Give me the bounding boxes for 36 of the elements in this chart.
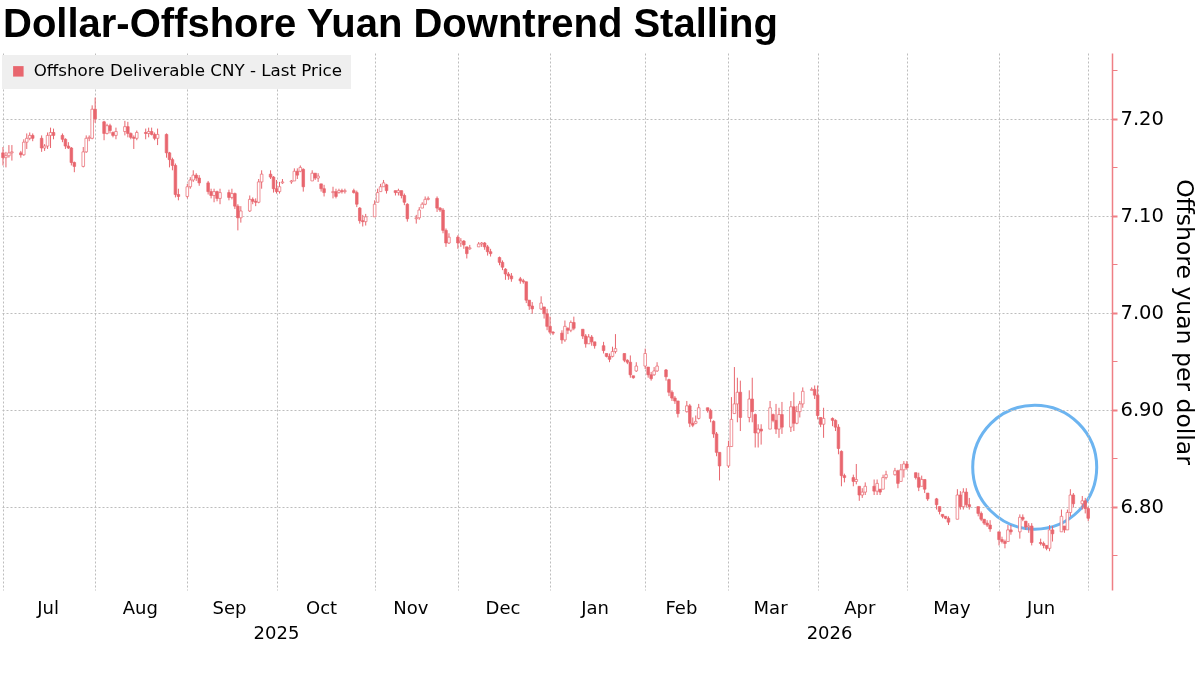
candlestick (792, 391, 796, 432)
x-tick-label: Apr (844, 596, 876, 618)
y-tick-label: 6.80 (1120, 495, 1164, 519)
x-tick-label: Dec (485, 596, 521, 618)
candlestick (795, 405, 799, 425)
candlestick (301, 167, 305, 193)
x-tick-label: Mar (753, 596, 789, 618)
candlestick (613, 333, 618, 354)
y-tick-label: 7.10 (1120, 204, 1164, 228)
candlestick (759, 423, 763, 446)
candlestick (426, 195, 430, 201)
candlestick (780, 401, 784, 435)
chart-title: Dollar-Offshore Yuan Downtrend Stalling (3, 1, 778, 45)
x-tick-label: Sep (212, 596, 247, 618)
y-tick-label: 7.00 (1120, 301, 1164, 325)
candlestick (961, 487, 965, 511)
candlestick (10, 144, 14, 162)
y-tick-label: 6.90 (1120, 398, 1164, 422)
candlestick (164, 132, 169, 159)
candlestick (343, 188, 347, 195)
candlestick (524, 281, 528, 304)
legend-label: Offshore Deliverable CNY - Last Price (33, 60, 343, 81)
x-tick-label: Aug (122, 596, 158, 618)
candlestick (456, 234, 460, 250)
x-tick-label: Oct (306, 596, 338, 618)
x-tick-label: Nov (393, 596, 429, 618)
x-tick-label: Jul (36, 596, 59, 618)
y-axis-title: Offshore yuan per dollar (1170, 179, 1199, 466)
x2-tick-label: 2025 (253, 622, 300, 643)
y-tick-label: 7.20 (1120, 107, 1164, 131)
x-tick-label: May (933, 596, 971, 618)
x-tick-label: Feb (665, 596, 698, 618)
x-tick-label: Jan (580, 596, 610, 618)
x2-tick-label: 2026 (806, 622, 853, 643)
candlestick (1, 146, 5, 166)
x-tick-label: Jun (1026, 596, 1056, 618)
